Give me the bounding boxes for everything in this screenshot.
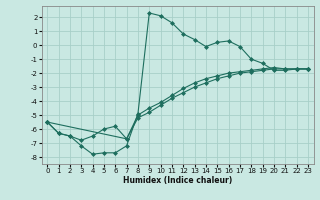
X-axis label: Humidex (Indice chaleur): Humidex (Indice chaleur) (123, 176, 232, 185)
